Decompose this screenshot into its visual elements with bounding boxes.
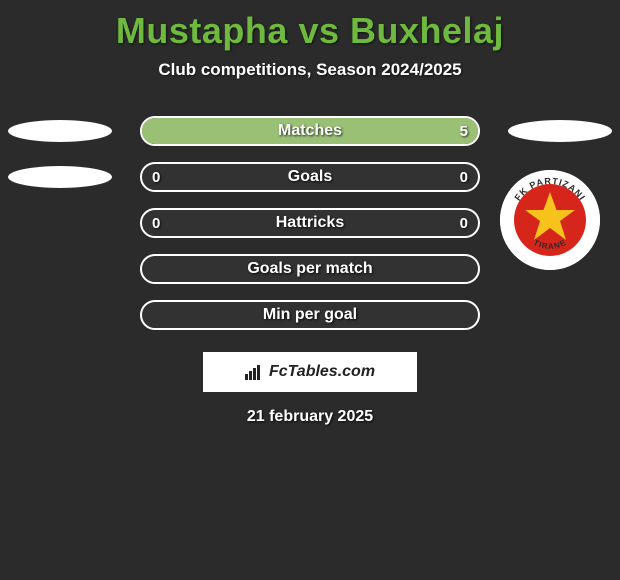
stat-pill: 0 Hattricks 0 <box>140 208 480 238</box>
bar-chart-icon <box>245 364 263 380</box>
player-b-badge-placeholder <box>508 120 612 142</box>
stat-right-value: 0 <box>460 164 468 190</box>
stat-label: Goals <box>142 164 478 190</box>
date-text: 21 february 2025 <box>0 408 620 426</box>
stat-pill: 0 Goals 0 <box>140 162 480 192</box>
player-a-badge-placeholder <box>8 166 112 188</box>
stat-label: Hattricks <box>142 210 478 236</box>
club-crest-icon: FK PARTIZANI TIRANE <box>500 170 600 270</box>
subtitle: Club competitions, Season 2024/2025 <box>0 60 620 80</box>
club-logo-partizani: FK PARTIZANI TIRANE <box>500 170 600 270</box>
stat-right-value: 0 <box>460 210 468 236</box>
page-title: Mustapha vs Buxhelaj <box>0 0 620 52</box>
player-a-badge-placeholder <box>8 120 112 142</box>
stat-row-min-per-goal: Min per goal <box>0 300 620 330</box>
stat-pill: Min per goal <box>140 300 480 330</box>
stat-row-matches: Matches 5 <box>0 116 620 146</box>
stat-pill: Matches 5 <box>140 116 480 146</box>
stat-label: Goals per match <box>142 256 478 282</box>
stat-pill: Goals per match <box>140 254 480 284</box>
title-vs: vs <box>298 10 339 51</box>
attribution-text: FcTables.com <box>269 363 375 381</box>
stat-right-value: 5 <box>460 118 468 144</box>
comparison-infographic: Mustapha vs Buxhelaj Club competitions, … <box>0 0 620 580</box>
title-player-b: Buxhelaj <box>350 10 504 51</box>
stat-label: Matches <box>142 118 478 144</box>
stat-label: Min per goal <box>142 302 478 328</box>
title-player-a: Mustapha <box>116 10 288 51</box>
attribution-badge: FcTables.com <box>203 352 417 392</box>
